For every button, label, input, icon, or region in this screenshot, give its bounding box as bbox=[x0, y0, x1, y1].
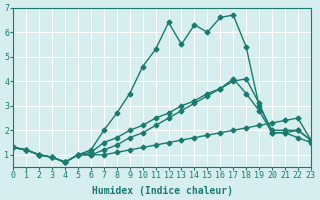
X-axis label: Humidex (Indice chaleur): Humidex (Indice chaleur) bbox=[92, 186, 233, 196]
